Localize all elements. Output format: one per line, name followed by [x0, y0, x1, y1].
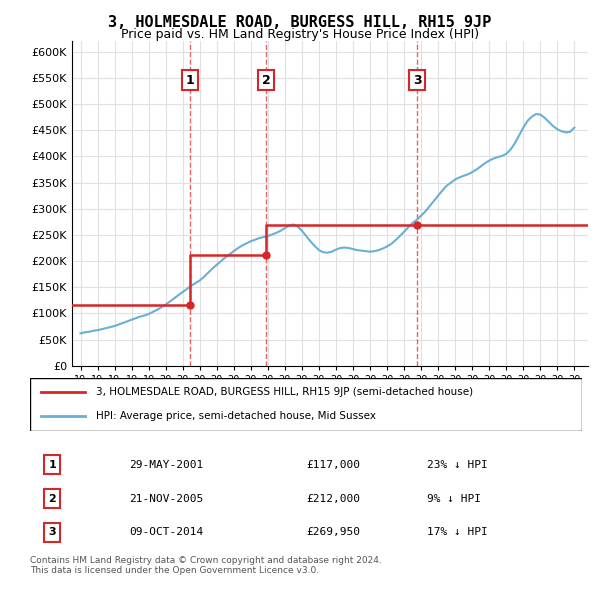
Text: 3: 3: [48, 527, 56, 537]
Text: 21-NOV-2005: 21-NOV-2005: [130, 494, 203, 503]
Text: 17% ↓ HPI: 17% ↓ HPI: [427, 527, 488, 537]
Text: 1: 1: [48, 460, 56, 470]
Text: HPI: Average price, semi-detached house, Mid Sussex: HPI: Average price, semi-detached house,…: [96, 411, 376, 421]
Text: 3: 3: [413, 74, 422, 87]
Text: 3, HOLMESDALE ROAD, BURGESS HILL, RH15 9JP (semi-detached house): 3, HOLMESDALE ROAD, BURGESS HILL, RH15 9…: [96, 388, 473, 398]
Text: Contains HM Land Registry data © Crown copyright and database right 2024.
This d: Contains HM Land Registry data © Crown c…: [30, 556, 382, 575]
Text: 3, HOLMESDALE ROAD, BURGESS HILL, RH15 9JP: 3, HOLMESDALE ROAD, BURGESS HILL, RH15 9…: [109, 15, 491, 30]
Text: 2: 2: [262, 74, 271, 87]
FancyBboxPatch shape: [30, 378, 582, 431]
Text: £269,950: £269,950: [306, 527, 360, 537]
Text: 1: 1: [185, 74, 194, 87]
Text: £212,000: £212,000: [306, 494, 360, 503]
Text: 23% ↓ HPI: 23% ↓ HPI: [427, 460, 488, 470]
Text: 9% ↓ HPI: 9% ↓ HPI: [427, 494, 481, 503]
Text: 09-OCT-2014: 09-OCT-2014: [130, 527, 203, 537]
Text: 2: 2: [48, 494, 56, 503]
Text: £117,000: £117,000: [306, 460, 360, 470]
Text: Price paid vs. HM Land Registry's House Price Index (HPI): Price paid vs. HM Land Registry's House …: [121, 28, 479, 41]
Text: 29-MAY-2001: 29-MAY-2001: [130, 460, 203, 470]
